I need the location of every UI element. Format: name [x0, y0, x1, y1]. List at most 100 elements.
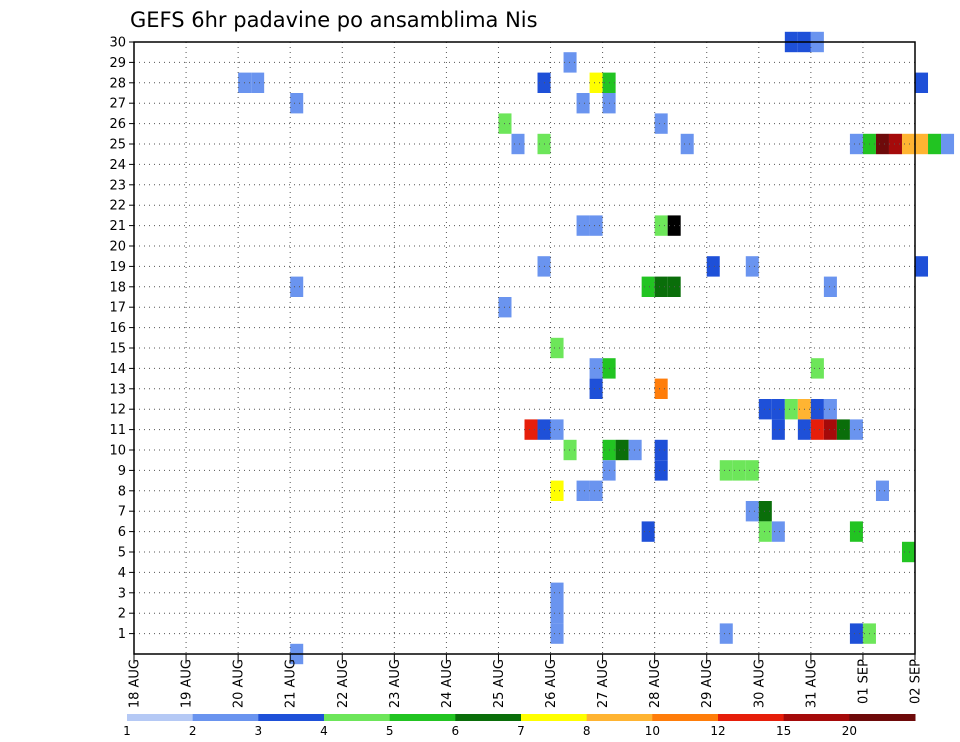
y-tick-label: 9	[118, 464, 126, 479]
x-tick-label: 27 AUG	[596, 659, 611, 708]
y-tick-label: 12	[109, 403, 126, 418]
heatmap-cell	[589, 480, 603, 501]
heatmap-cell	[576, 480, 590, 501]
heatmap-cell	[771, 399, 785, 420]
colorbar-segment	[718, 714, 785, 721]
colorbar-segment	[849, 714, 916, 721]
y-tick-label: 3	[118, 586, 126, 601]
colorbar-label: 3	[255, 724, 263, 738]
heatmap-cell	[550, 337, 564, 359]
y-tick-label: 17	[109, 301, 126, 316]
heatmap-cell	[849, 623, 863, 644]
heatmap-cell	[511, 133, 525, 155]
colorbar-segment	[324, 714, 391, 721]
heatmap-cell	[589, 378, 603, 399]
heatmap-cell	[810, 399, 824, 420]
heatmap-cell	[654, 215, 668, 236]
y-tick-label: 23	[109, 178, 126, 193]
x-tick-label: 28 AUG	[648, 659, 663, 708]
heatmap-cell	[901, 133, 915, 155]
x-tick-label: 22 AUG	[336, 659, 351, 708]
heatmap-cell	[915, 72, 929, 93]
heatmap-cell	[550, 603, 564, 624]
heatmap-cell	[290, 276, 304, 297]
x-axis: 18 AUG 19 AUG 20 AUG 21 AUG 22 AUG 23 AUG 24 A…	[128, 654, 924, 708]
heatmap-cell	[901, 541, 915, 563]
heatmap-cell	[823, 276, 837, 297]
y-tick-label: 16	[109, 321, 126, 336]
y-tick-label: 22	[109, 199, 126, 214]
heatmap-cell	[771, 521, 785, 542]
heatmap-cell	[524, 419, 538, 440]
heatmap-cell	[941, 133, 955, 155]
colorbar-segment	[127, 714, 194, 721]
colorbar-segment	[258, 714, 325, 721]
x-tick-label: 18 AUG	[128, 659, 143, 708]
colorbar-segment	[783, 714, 850, 721]
heatmap-cell	[849, 133, 863, 155]
y-tick-label: 13	[109, 382, 126, 397]
heatmap-cell	[654, 439, 668, 461]
colorbar-legend: 1 2 3 4 5 6 7 8 10 12 15 20	[123, 714, 916, 738]
data-cells	[238, 31, 955, 665]
x-tick-label: 30 AUG	[752, 659, 767, 708]
x-tick-label: 02 SEP	[909, 659, 924, 704]
heatmap-cell	[928, 133, 942, 155]
colorbar-label: 10	[645, 724, 660, 738]
heatmap-cell	[875, 133, 889, 155]
colorbar-segment	[455, 714, 522, 721]
colorbar-label: 1	[123, 724, 131, 738]
colorbar-label: 15	[776, 724, 791, 738]
x-tick-label: 29 AUG	[700, 659, 715, 708]
colorbar-label: 12	[710, 724, 725, 738]
heatmap-cell	[706, 256, 720, 277]
heatmap-cell	[823, 419, 837, 440]
colorbar-segment	[586, 714, 653, 721]
colorbar-segment	[389, 714, 456, 721]
grid-lines	[134, 41, 915, 654]
x-tick-label: 21 AUG	[284, 659, 299, 708]
y-tick-label: 30	[109, 36, 126, 51]
heatmap-cell	[680, 133, 694, 155]
x-tick-label: 26 AUG	[544, 659, 559, 708]
heatmap-cell	[641, 276, 655, 297]
heatmap-cell	[888, 133, 902, 155]
heatmap-cell	[836, 419, 850, 440]
y-tick-label: 15	[109, 342, 126, 357]
y-tick-label: 29	[109, 56, 126, 71]
y-tick-label: 25	[109, 138, 126, 153]
y-tick-label: 4	[118, 566, 126, 581]
heatmap-cell	[251, 72, 265, 93]
y-tick-label: 24	[109, 158, 126, 173]
heatmap-cell	[576, 215, 590, 236]
y-tick-label: 10	[109, 444, 126, 459]
heatmap-cell	[719, 460, 733, 481]
x-tick-label: 24 AUG	[440, 659, 455, 708]
x-tick-label: 20 AUG	[232, 659, 247, 708]
y-tick-label: 2	[118, 607, 126, 622]
heatmap-cell	[589, 215, 603, 236]
y-tick-label: 19	[109, 260, 126, 275]
x-tick-label: 25 AUG	[492, 659, 507, 708]
heatmap-cell	[745, 256, 759, 277]
colorbar-segment	[521, 714, 588, 721]
heatmap-cell	[550, 419, 564, 440]
y-tick-label: 27	[109, 97, 126, 112]
heatmap-cell	[654, 113, 668, 134]
heatmap-cell	[758, 521, 772, 542]
colorbar-segment	[652, 714, 719, 721]
colorbar-label: 7	[517, 724, 525, 738]
heatmap-cell	[628, 439, 642, 461]
x-tick-label: 01 SEP	[856, 659, 871, 704]
y-tick-label: 11	[109, 423, 126, 438]
y-tick-label: 1	[118, 627, 126, 642]
y-tick-label: 18	[109, 280, 126, 295]
heatmap-cell	[849, 419, 863, 440]
heatmap-cell	[875, 480, 889, 501]
heatmap-cell	[810, 358, 824, 379]
heatmap-cell	[563, 52, 577, 73]
heatmap-cell	[915, 256, 929, 277]
heatmap-cell	[771, 419, 785, 440]
heatmap-cell	[589, 72, 603, 93]
colorbar-label: 6	[452, 724, 460, 738]
